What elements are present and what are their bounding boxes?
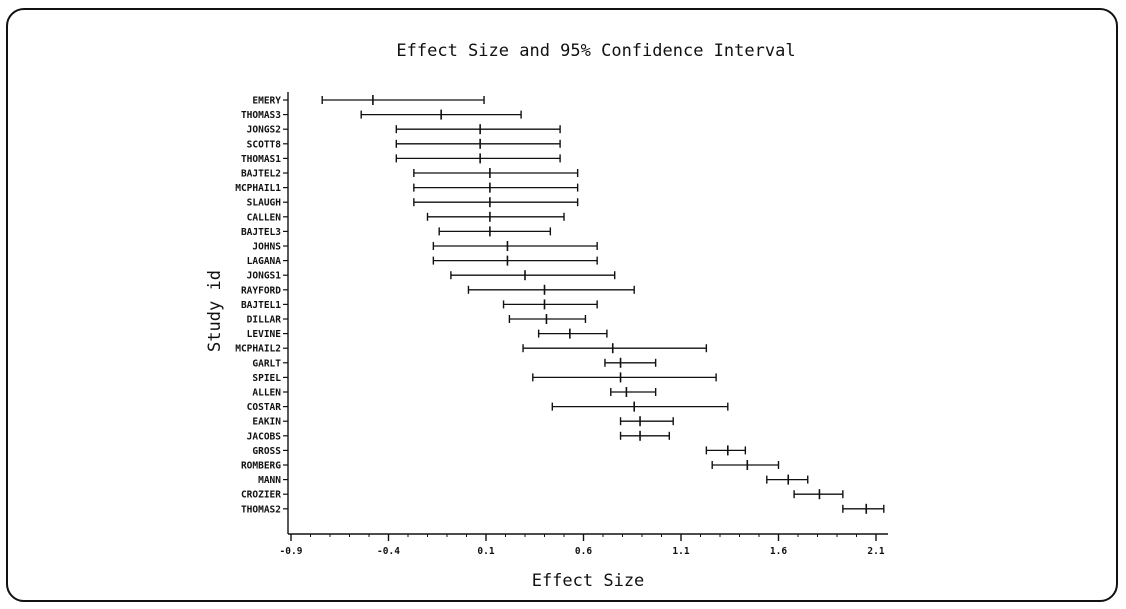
study-label: THOMAS1 [241,154,281,165]
study-label: DILLAR [247,315,282,326]
x-tick-label: 1.6 [770,546,787,557]
study-label: LEVINE [247,329,282,340]
study-label: EAKIN [252,417,281,428]
study-label: MCPHAIL2 [235,344,281,355]
study-label: BAJTEL3 [241,227,281,238]
study-label: RAYFORD [241,285,281,296]
study-label: BAJTEL1 [241,300,281,311]
x-tick-label: -0.9 [280,546,303,557]
study-label: CALLEN [247,212,282,223]
study-label: BAJTEL2 [241,169,281,180]
x-tick-label: 2.1 [867,546,884,557]
study-label: CROZIER [241,490,281,501]
chart-title: Effect Size and 95% Confidence Interval [396,41,795,61]
study-label: JONGS1 [247,271,282,282]
study-intervals [321,95,885,514]
study-label: COSTAR [247,402,282,413]
study-label: SCOTT8 [247,139,282,150]
x-axis: -0.9 -0.4 0.1 0.6 1.1 1.6 2.1 [280,533,888,557]
study-label: THOMAS2 [241,504,281,515]
x-tick-label: 0.6 [575,546,592,557]
study-label: GROSS [252,446,281,457]
study-label: MCPHAIL1 [235,183,281,194]
study-label: JACOBS [247,431,282,442]
x-axis-label: Effect Size [532,571,645,591]
y-axis-label: Study id [205,270,225,352]
study-label: ROMBERG [241,461,281,472]
study-label: GARLT [252,358,281,369]
x-tick-label: 0.1 [477,546,494,557]
study-label: JOHNS [252,242,281,253]
y-axis: EMERY THOMAS3 JONGS2 SCOTT8 THOMAS1 BAJTEL2 MC… [235,92,289,534]
x-tick-label: 1.1 [672,546,689,557]
study-label: SPIEL [252,373,281,384]
study-label: ALLEN [252,388,281,399]
study-label: MANN [258,475,281,486]
study-label: SLAUGH [247,198,282,209]
study-label: EMERY [252,96,281,107]
study-label: THOMAS3 [241,110,281,121]
study-label: JONGS2 [247,125,281,136]
study-label: LAGANA [247,256,282,267]
x-tick-label: -0.4 [377,546,400,557]
